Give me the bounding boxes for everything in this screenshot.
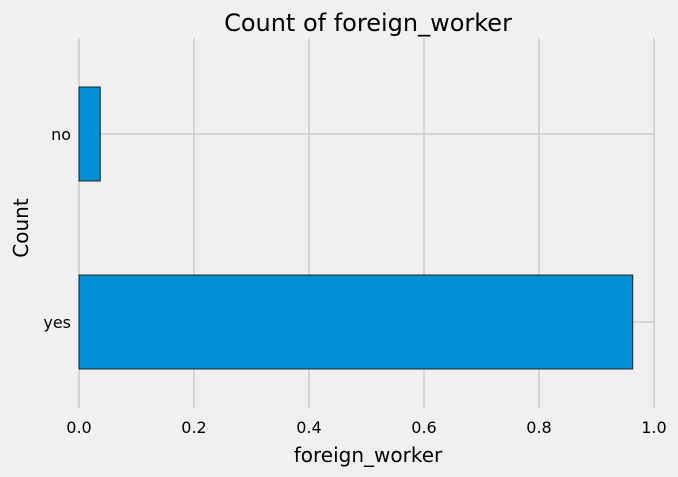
x-tick-label: 1.0 [641, 418, 666, 437]
y-tick-label-no: no [51, 125, 71, 144]
x-ticks: 0.0 0.2 0.4 0.6 0.8 1.0 [66, 418, 666, 437]
bars [78, 86, 634, 370]
x-tick-label: 0.6 [411, 418, 436, 437]
bar-no [78, 86, 101, 182]
y-axis-label: Count [9, 198, 33, 258]
y-ticks: no yes [43, 125, 71, 332]
chart-title: Count of foreign_worker [224, 9, 512, 37]
x-tick-label: 0.0 [66, 418, 91, 437]
x-tick-label: 0.4 [296, 418, 321, 437]
x-tick-label: 0.8 [526, 418, 551, 437]
bar-yes [78, 274, 634, 370]
grid [78, 38, 655, 408]
x-axis-label: foreign_worker [294, 443, 443, 467]
y-tick-label-yes: yes [43, 313, 71, 332]
x-tick-label: 0.2 [181, 418, 206, 437]
